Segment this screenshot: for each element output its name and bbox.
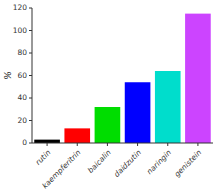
- y-tick-label: 80: [17, 48, 27, 57]
- y-tick-label: 60: [17, 71, 27, 80]
- bar: [155, 71, 181, 143]
- y-tick: [29, 75, 32, 76]
- x-tick: [137, 143, 138, 146]
- x-tick: [167, 143, 168, 146]
- chart-container: 0 20 40 60 80 100 120 rutinkaempferitrinbaicali…: [0, 0, 219, 189]
- y-tick: [29, 120, 32, 121]
- y-tick: [29, 98, 32, 99]
- x-axis-line: [32, 143, 213, 144]
- x-tick: [197, 143, 198, 146]
- axes: 0 20 40 60 80 100 120 rutinkaempferitrinbaicali…: [13, 3, 213, 189]
- y-axis-label: %: [3, 71, 13, 80]
- bar: [95, 107, 121, 143]
- chart: 0 20 40 60 80 100 120 rutinkaempferitrinbaicali…: [0, 0, 219, 189]
- y-tick-label: 100: [13, 26, 28, 35]
- x-tick-label: genistein: [173, 148, 204, 179]
- bar: [125, 82, 151, 143]
- y-tick: [29, 30, 32, 31]
- x-tick: [77, 143, 78, 146]
- x-tick-label: baicalin: [86, 148, 113, 175]
- x-tick-label: daidzutin: [112, 148, 143, 179]
- bar: [34, 140, 60, 143]
- y-tick-label: 20: [17, 116, 27, 125]
- y-tick: [29, 143, 32, 144]
- y-tick-label: 120: [13, 3, 28, 12]
- x-tick-label: rutin: [34, 148, 53, 167]
- x-tick-label: kaempferitrin: [40, 148, 83, 189]
- bar: [64, 128, 90, 143]
- bars: [34, 14, 210, 143]
- x-tick-label: naringin: [145, 148, 173, 176]
- y-tick: [29, 53, 32, 54]
- x-tick: [107, 143, 108, 146]
- y-tick-label: 40: [17, 93, 27, 102]
- bar: [185, 14, 211, 143]
- x-tick: [47, 143, 48, 146]
- y-tick: [29, 8, 32, 9]
- y-tick-label: 0: [22, 138, 27, 147]
